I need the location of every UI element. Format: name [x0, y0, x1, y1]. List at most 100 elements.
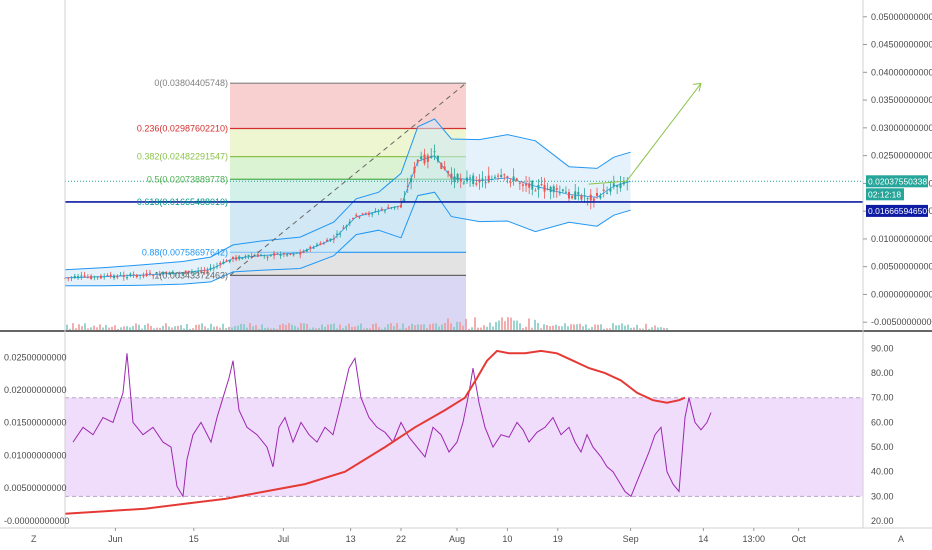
candle-body — [250, 256, 253, 258]
price-tick-label: 0.04500000000 — [871, 40, 932, 50]
candle-body — [77, 276, 80, 279]
volume-bar — [411, 323, 413, 330]
volume-bar — [159, 327, 161, 330]
volume-bar — [447, 318, 449, 330]
volume-bar — [273, 328, 275, 330]
candle-body — [345, 225, 348, 227]
candle-body — [493, 176, 496, 178]
candle-body — [410, 178, 413, 183]
main-pane[interactable]: 0(0.03804405748) 0.236(0.02987602210) 0.38… — [64, 0, 863, 330]
candle-body — [577, 191, 580, 195]
volume-bar — [432, 323, 434, 330]
scale-left-button[interactable]: Z — [31, 534, 37, 544]
rsi-left-tick-label: 0.01000000000 — [4, 450, 67, 460]
time-tick-label: Jun — [108, 534, 123, 544]
volume-bar — [195, 324, 197, 330]
candle-body — [319, 243, 322, 245]
volume-bar — [327, 324, 329, 330]
price-tick-label: 0.02500000000 — [871, 151, 932, 161]
candle-body — [244, 256, 247, 258]
candle-body — [96, 276, 99, 278]
rsi-right-tick-label: 60.00 — [871, 417, 894, 427]
candles — [64, 144, 629, 282]
volume-bar — [147, 323, 149, 330]
price-bands — [64, 118, 631, 287]
candle-body — [549, 186, 552, 193]
volume-bar — [501, 317, 503, 330]
candle-body — [626, 181, 629, 183]
volume-bar — [96, 327, 98, 330]
candle-body — [263, 255, 266, 257]
volume-bar — [84, 323, 86, 330]
volume-bar — [204, 326, 206, 330]
candle-body — [329, 238, 332, 241]
price-tick-label: 0.03000000000 — [871, 123, 932, 133]
candle-body — [80, 275, 83, 277]
volume-bar — [516, 320, 518, 330]
fib-level-label: 0.88(0.00758697642) — [142, 247, 228, 257]
price-axis[interactable]: 0.05000000000 0.04500000000 0.04000000000 0… — [863, 12, 932, 327]
volume-bar — [576, 324, 578, 330]
volume-bar — [216, 326, 218, 330]
volume-bar — [513, 320, 515, 330]
scale-right-button[interactable]: A — [898, 534, 904, 544]
candle-body — [326, 239, 329, 242]
basis-line — [64, 155, 631, 279]
volume-bar — [366, 328, 368, 330]
candle-body — [312, 247, 315, 249]
time-axis[interactable]: Jun 15 Jul 13 22 Aug 10 19 Sep 14 13:00 Oct — [108, 528, 806, 544]
candle-body — [436, 155, 439, 162]
volume-bar — [285, 324, 287, 330]
candle-body — [289, 253, 292, 255]
volume-bar — [627, 324, 629, 330]
volume-bar — [603, 328, 605, 330]
rsi-right-tick-label: 40.00 — [871, 467, 894, 477]
rsi-left-tick-label: 0.00500000000 — [4, 483, 67, 493]
volume-bar — [615, 325, 617, 330]
trend-dashed-line[interactable] — [229, 82, 467, 276]
rsi-left-axis[interactable]: 0.02500000000 0.02000000000 0.01500000000 0… — [4, 352, 70, 525]
fib-level-label: 0.618(0.01665488010) — [137, 197, 228, 207]
candle-body — [212, 267, 215, 269]
volume-bar — [537, 323, 539, 330]
indicator-pane[interactable] — [64, 349, 863, 515]
volume-bar — [636, 324, 638, 330]
volume-bar — [321, 324, 323, 330]
candle-body — [490, 178, 493, 180]
volume-bar — [132, 326, 134, 330]
hline-price-label: 0.01666594650 — [868, 206, 927, 216]
volume-bar — [198, 324, 200, 330]
hline-price-badge-bg — [866, 204, 928, 217]
volume-bar — [519, 323, 521, 330]
rsi-right-tick-label: 20.00 — [871, 516, 894, 526]
volume-bar — [540, 328, 542, 330]
time-tick-label: 14 — [698, 534, 708, 544]
candle-body — [447, 171, 450, 174]
candle-body — [416, 159, 419, 163]
volume-bar — [522, 328, 524, 330]
rsi-right-axis[interactable]: 90.00 80.00 70.00 60.00 50.00 40.00 30.00 20.00 — [871, 343, 894, 526]
volume-bar — [192, 328, 194, 330]
candle-body — [197, 270, 200, 272]
countdown-badge-bg — [866, 188, 904, 201]
volume-bar — [375, 323, 377, 330]
price-tick-label: 0.00500000000 — [871, 262, 932, 272]
projection-arrow[interactable] — [588, 82, 702, 185]
volume-bar — [372, 324, 374, 330]
volume-bar — [666, 328, 668, 330]
candle-body — [269, 254, 272, 257]
candle-body — [83, 275, 86, 278]
candle-body — [352, 217, 354, 219]
candle-body — [99, 275, 102, 279]
candle-body — [238, 256, 241, 260]
rsi-left-tick-label: 0.02000000000 — [4, 385, 67, 395]
volume-bar — [393, 326, 395, 330]
volume-bar — [456, 321, 458, 330]
volume-bar — [111, 326, 113, 330]
time-tick-label: 10 — [502, 534, 512, 544]
rsi-right-tick-label: 90.00 — [871, 343, 894, 353]
candle-body — [430, 155, 433, 158]
volume-bar — [72, 323, 74, 330]
volume-bar — [360, 323, 362, 330]
candle-body — [148, 272, 151, 274]
